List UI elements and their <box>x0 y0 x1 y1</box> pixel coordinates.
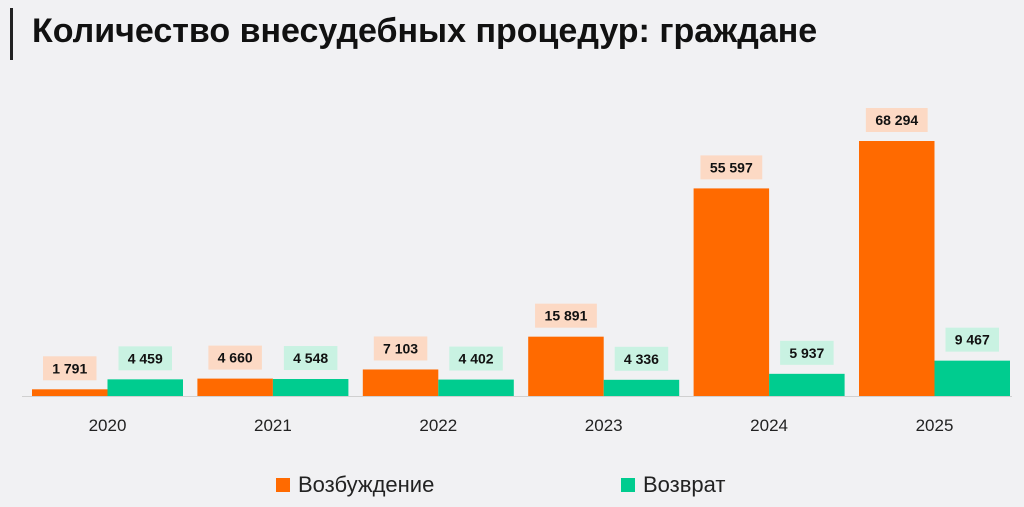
bar-initiation-2020 <box>32 389 108 396</box>
legend: Возбуждение Возврат <box>0 470 1024 500</box>
page-title: Количество внесудебных процедур: граждан… <box>32 12 818 50</box>
bar-return-2025 <box>934 360 1010 396</box>
data-label-initiation-2022: 7 103 <box>383 340 418 356</box>
x-tick-label-2021: 2021 <box>254 416 292 435</box>
data-label-return-2023: 4 336 <box>624 351 659 367</box>
x-tick-label-2023: 2023 <box>585 416 623 435</box>
bar-return-2022 <box>438 379 514 396</box>
legend-item-initiation: Возбуждение <box>276 470 434 500</box>
data-label-bg-return-2023 <box>614 346 669 371</box>
legend-label-return: Возврат <box>643 472 726 497</box>
bar-return-2020 <box>107 379 183 396</box>
data-label-bg-initiation-2025 <box>865 108 928 132</box>
title-accent-bar <box>10 8 13 60</box>
legend-label-initiation: Возбуждение <box>298 472 435 497</box>
data-label-initiation-2024: 55 597 <box>710 159 753 175</box>
data-label-bg-return-2022 <box>449 346 503 371</box>
x-tick-label-2024: 2024 <box>750 416 788 435</box>
bar-initiation-2022 <box>362 369 439 396</box>
bar-initiation-2024 <box>693 188 770 396</box>
legend-item-return: Возврат <box>621 470 726 500</box>
legend-swatch-return <box>621 478 635 492</box>
data-label-bg-return-2025 <box>945 327 999 352</box>
data-label-bg-initiation-2022 <box>373 336 428 361</box>
data-label-bg-return-2021 <box>283 346 338 371</box>
data-label-initiation-2020: 1 791 <box>52 360 87 376</box>
bar-chart: 1 791 4 459 2020 4 660 4 548 2021 7 103 4 402 20… <box>22 108 1012 435</box>
data-label-bg-initiation-2024 <box>700 155 763 180</box>
chart-svg: 1 791 4 459 2020 4 660 4 548 2021 7 103 4 402 20… <box>22 108 1012 435</box>
bar-return-2023 <box>603 379 680 396</box>
data-label-return-2024: 5 937 <box>789 345 824 361</box>
data-label-bg-initiation-2023 <box>535 303 597 328</box>
data-label-bg-return-2024 <box>780 340 834 365</box>
bar-initiation-2021 <box>197 378 273 396</box>
data-label-bg-return-2020 <box>118 346 172 371</box>
x-tick-label-2020: 2020 <box>89 416 127 435</box>
bar-return-2021 <box>272 379 349 396</box>
data-label-initiation-2021: 4 660 <box>218 350 253 366</box>
data-label-return-2025: 9 467 <box>955 332 990 348</box>
x-tick-label-2025: 2025 <box>916 416 954 435</box>
bar-initiation-2023 <box>528 336 604 396</box>
data-label-initiation-2025: 68 294 <box>875 112 918 128</box>
bar-initiation-2025 <box>859 141 935 396</box>
legend-swatch-initiation <box>276 478 290 492</box>
data-label-initiation-2023: 15 891 <box>545 308 588 324</box>
data-label-return-2021: 4 548 <box>293 350 328 366</box>
data-label-return-2022: 4 402 <box>459 351 494 367</box>
bar-return-2024 <box>769 373 845 396</box>
data-label-bg-initiation-2020 <box>43 356 97 381</box>
data-label-return-2020: 4 459 <box>128 350 163 366</box>
data-label-bg-initiation-2021 <box>208 345 262 370</box>
x-tick-label-2022: 2022 <box>419 416 457 435</box>
